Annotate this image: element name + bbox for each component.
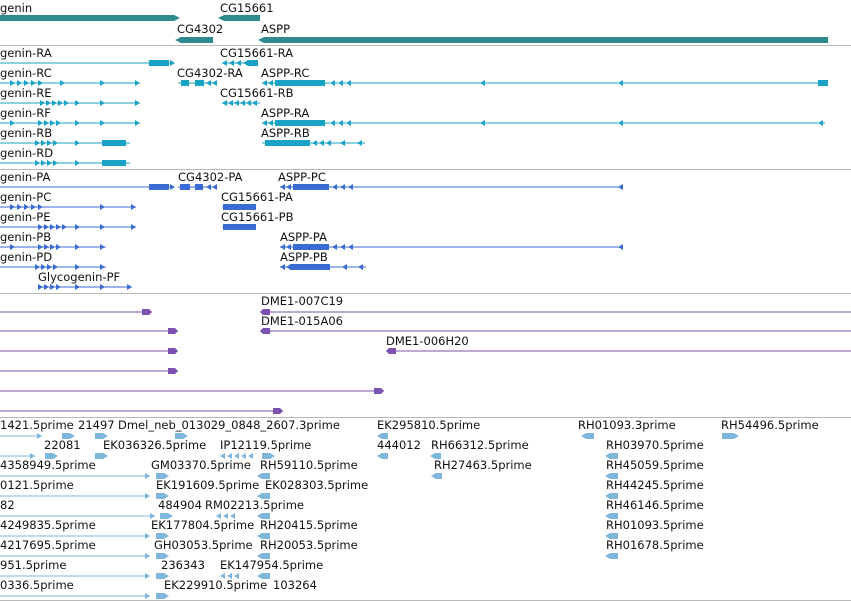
transcript-label[interactable]: genin-RF (0, 106, 51, 120)
est-label[interactable]: RH66312.5prime (431, 438, 529, 452)
transcript-label[interactable]: genin-PB (0, 230, 52, 244)
est-label[interactable]: EK028303.5prime (265, 478, 369, 492)
transcript-label[interactable]: genin-RA (0, 46, 52, 60)
transcript-label[interactable]: ASPP-PC (278, 170, 326, 184)
est-label[interactable]: RH20415.5prime (260, 518, 358, 532)
transcript-label[interactable]: CG15661-PB (221, 210, 294, 224)
est-label[interactable]: EK229910.5prime (164, 578, 268, 592)
est-label[interactable]: RH59110.5prime (260, 458, 358, 472)
transcript-label[interactable]: genin-RE (0, 86, 52, 100)
transcript-label[interactable]: CG4302-PA (178, 170, 243, 184)
est-label[interactable]: RH46146.5prime (606, 498, 704, 512)
est-label[interactable]: 103264 (273, 578, 317, 592)
transcript-label[interactable]: genin-PA (0, 170, 51, 184)
est-label[interactable]: 0121.5prime (0, 478, 74, 492)
est-label[interactable]: EK177804.5prime (151, 518, 255, 532)
transcript-label[interactable]: ASPP-RB (261, 126, 310, 140)
clone-label[interactable]: DME1-015A06 (261, 314, 343, 328)
est-label[interactable]: 22081 (44, 438, 81, 452)
transcript-label[interactable]: genin-PE (0, 210, 51, 224)
gene-label[interactable]: genin (0, 1, 33, 15)
est-label[interactable]: RH01093.3prime (578, 418, 676, 432)
transcript-label[interactable]: CG15661-RA (220, 46, 294, 60)
transcript-label[interactable]: Glycogenin-PF (38, 270, 121, 284)
est-label[interactable]: RM02213.5prime (205, 498, 304, 512)
est-label[interactable]: RH01093.5prime (606, 518, 704, 532)
transcript-label[interactable]: genin-PC (0, 190, 52, 204)
est-label[interactable]: 444012 (377, 438, 421, 452)
est-label[interactable]: GM03370.5prime (151, 458, 251, 472)
est-label[interactable]: GH03053.5prime (154, 538, 253, 552)
transcript-label[interactable]: CG4302-RA (177, 66, 243, 80)
est-label[interactable]: 0336.5prime (0, 578, 74, 592)
est-label[interactable]: RH54496.5prime (721, 418, 819, 432)
transcript-label[interactable]: ASPP-RC (261, 66, 310, 80)
clone-label[interactable]: DME1-007C19 (261, 294, 344, 308)
transcript-label[interactable]: CG15661-RB (220, 86, 294, 100)
transcript-label[interactable]: CG15661-PA (221, 190, 293, 204)
est-label[interactable]: 4217695.5prime (0, 538, 96, 552)
est-label[interactable]: RH01678.5prime (606, 538, 704, 552)
est-label[interactable]: 484904 (158, 498, 202, 512)
track-divider (0, 169, 851, 170)
est-label[interactable]: EK295810.5prime (377, 418, 481, 432)
est-label[interactable]: 1421.5prime (0, 418, 74, 432)
est-label[interactable]: EK036326.5prime (103, 438, 207, 452)
est-label[interactable]: 4358949.5prime (0, 458, 96, 472)
transcript-label[interactable]: genin-RD (0, 146, 54, 160)
clone-label[interactable]: DME1-006H20 (386, 334, 469, 348)
est-label[interactable]: IP12119.5prime (220, 438, 312, 452)
transcript-label[interactable]: genin-RB (0, 126, 53, 140)
est-label[interactable]: EK147954.5prime (220, 558, 324, 572)
est-label[interactable]: EK191609.5prime (156, 478, 260, 492)
est-label[interactable]: 82 (0, 498, 15, 512)
est-label[interactable]: Dmel_neb_013029_0848_2607.3prime (118, 418, 340, 432)
transcript-label[interactable]: genin-PD (0, 250, 53, 264)
est-label[interactable]: RH03970.5prime (606, 438, 704, 452)
gene-label[interactable]: ASPP (261, 22, 291, 36)
est-label[interactable]: RH44245.5prime (606, 478, 704, 492)
est-label[interactable]: 4249835.5prime (0, 518, 96, 532)
est-label[interactable]: RH45059.5prime (606, 458, 704, 472)
est-label[interactable]: RH20053.5prime (260, 538, 358, 552)
transcript-label[interactable]: ASPP-PB (280, 250, 328, 264)
transcript-label[interactable]: genin-RC (0, 66, 52, 80)
transcript-label[interactable]: ASPP-PA (280, 230, 327, 244)
track-divider (0, 293, 851, 294)
est-label[interactable]: 951.5prime (0, 558, 67, 572)
gene-label[interactable]: CG4302 (177, 22, 224, 36)
gene-label[interactable]: CG15661 (220, 1, 274, 15)
transcript-label[interactable]: ASPP-RA (261, 106, 310, 120)
est-label[interactable]: 21497 (78, 418, 115, 432)
est-label[interactable]: 236343 (161, 558, 205, 572)
track-divider (0, 417, 851, 418)
track-divider (0, 45, 851, 46)
est-label[interactable]: RH27463.5prime (434, 458, 532, 472)
